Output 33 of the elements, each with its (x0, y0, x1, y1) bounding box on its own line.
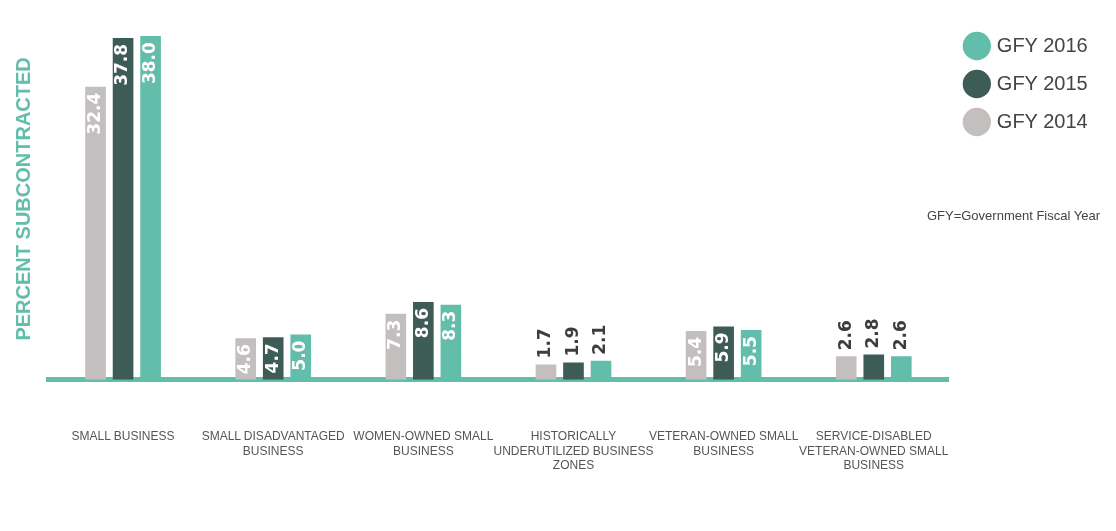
legend-label: GFY 2015 (996, 71, 1088, 94)
data-label: 32.4 (83, 92, 104, 135)
data-label: 2.6 (834, 320, 855, 351)
data-label: 8.6 (411, 308, 432, 339)
bar (535, 364, 557, 380)
x-tick-label: WOMEN-OWNED SMALL BUSINESS (353, 429, 494, 458)
bar (863, 354, 885, 380)
data-label: 8.3 (439, 310, 460, 341)
bar (112, 37, 134, 380)
data-label: 4.7 (261, 343, 282, 374)
y-axis-title: PERCENT SUBCONTRACTED (11, 57, 34, 341)
data-label: 38.0 (139, 41, 160, 85)
bar (563, 362, 584, 380)
data-label: 2.8 (862, 318, 883, 349)
data-label: 5.5 (739, 336, 760, 367)
data-label: 5.4 (684, 336, 705, 368)
data-label: 5.0 (289, 340, 310, 371)
annotation: GFY=Government Fiscal Year (926, 208, 1100, 223)
data-label: 7.3 (384, 319, 405, 350)
data-label: 4.6 (234, 344, 255, 375)
x-tick-label: SMALL DISADVANTAGED BUSINESS (201, 429, 346, 458)
data-label: 5.9 (712, 332, 733, 363)
data-label: 37.8 (111, 43, 132, 86)
x-tick-label: SERVICE-DISABLED VETERAN-OWNED SMALL BUSINESS (799, 429, 949, 473)
data-label: 1.7 (534, 328, 555, 359)
legend-label: GFY 2016 (996, 33, 1088, 56)
bar (835, 356, 857, 380)
data-label: 2.1 (589, 324, 610, 355)
x-tick-label: SMALL BUSINESS (71, 429, 175, 444)
data-label: 1.9 (561, 326, 582, 357)
legend-label: GFY 2014 (996, 109, 1088, 132)
data-label: 2.6 (889, 320, 910, 351)
bar (85, 86, 106, 380)
